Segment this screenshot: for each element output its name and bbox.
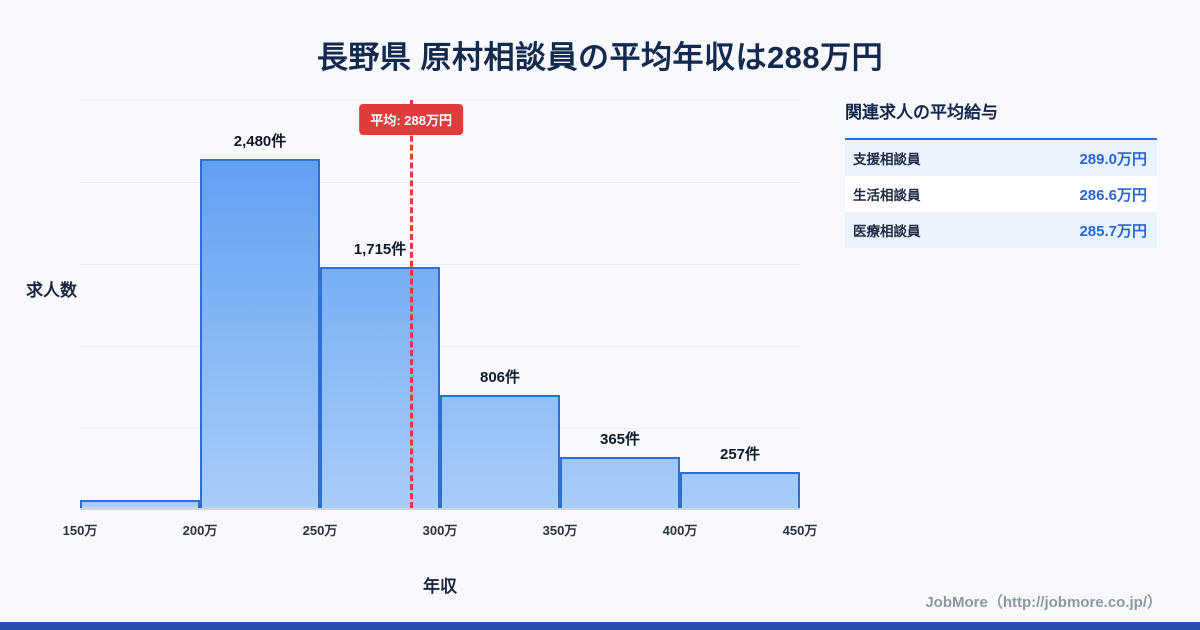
x-tick-label: 300万: [422, 523, 458, 538]
x-tick-label: 150万: [62, 523, 98, 538]
bottom-accent-bar: [0, 622, 1200, 630]
histogram-bar-300万-350万: [440, 394, 560, 508]
x-tick-label: 350万: [542, 523, 578, 538]
histogram-bar-150万-200万: [80, 500, 200, 508]
histogram-bar-350万-400万: [560, 456, 680, 508]
related-job-title: 支援相談員: [853, 152, 921, 167]
x-tick-label: 200万: [182, 523, 218, 538]
x-tick-label: 400万: [662, 523, 698, 538]
histogram-bar-250万-300万: [320, 266, 440, 508]
related-job-salary: 286.6万円: [1079, 186, 1147, 204]
bar-value-label: 365件: [599, 430, 641, 448]
related-jobs-heading: 関連求人の平均給与: [845, 103, 998, 122]
x-tick-label: 450万: [782, 523, 818, 538]
related-job-salary: 285.7万円: [1079, 222, 1147, 240]
bar-value-label: 1,715件: [353, 240, 407, 258]
related-job-row: 医療相談員 285.7万円: [845, 212, 1157, 248]
related-job-title: 医療相談員: [853, 224, 921, 239]
related-jobs-table: 支援相談員 289.0万円生活相談員 286.6万円医療相談員 285.7万円: [845, 138, 1157, 248]
bar-value-label: 257件: [719, 445, 761, 463]
x-axis-ticks: 150万 200万 250万 300万 350万 400万 450万: [63, 520, 818, 540]
related-job-title: 生活相談員: [853, 188, 921, 203]
site-credit: JobMore（http://jobmore.co.jp/）: [925, 594, 1162, 611]
average-line: [410, 100, 414, 508]
bar-value-label: 2,480件: [233, 133, 287, 151]
y-axis-label: 求人数: [26, 281, 77, 300]
average-badge: 平均: 288万円: [359, 104, 464, 135]
histogram-bar-400万-450万: [680, 471, 800, 508]
related-job-row: 生活相談員 286.6万円: [845, 176, 1157, 212]
related-job-row: 支援相談員 289.0万円: [845, 140, 1157, 176]
x-tick-label: 250万: [302, 523, 338, 538]
page-title: 長野県 原村相談員の平均年収は288万円: [316, 40, 884, 75]
related-job-salary: 289.0万円: [1079, 150, 1147, 168]
histogram-bar-200万-250万: [200, 159, 320, 508]
x-axis-label: 年収: [423, 577, 457, 596]
bar-value-label: 806件: [479, 368, 521, 386]
histogram-plot-area: 平均: 288万円 2,480件 1,715件 806件 365件 257件: [80, 100, 800, 510]
